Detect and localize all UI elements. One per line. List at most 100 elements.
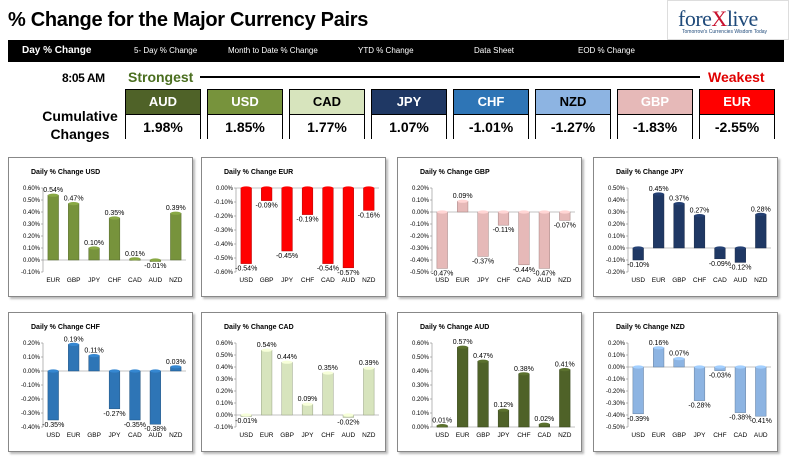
y-tick-label: -0.10% (606, 377, 626, 383)
bar-top (109, 216, 120, 220)
x-category-label: AUD (341, 277, 355, 284)
nav-day-change[interactable]: Day % Change (22, 45, 92, 56)
bar-nzd (559, 368, 571, 428)
data-label: 0.54% (257, 342, 277, 349)
currency-box-nzd: NZD -1.27% (535, 89, 611, 139)
nav-data-sheet[interactable]: Data Sheet (474, 46, 515, 55)
bar-chart: Daily % Change GBP 0.20% 0.10% 0.00% -0.10% -… (410, 169, 576, 284)
bar-aud (538, 210, 550, 269)
x-category-label: CHF (713, 432, 726, 439)
bar-chf (301, 186, 314, 215)
bar-top (302, 402, 313, 406)
bar-top (457, 345, 468, 349)
x-category-label: CAD (537, 432, 551, 439)
bar-aud (755, 365, 767, 417)
x-category-label: CHF (108, 277, 121, 284)
data-label: -0.38% (729, 415, 751, 422)
bar-top (240, 186, 252, 190)
nav-ytd-change[interactable]: YTD % Change (358, 46, 414, 55)
bar-top (673, 202, 685, 206)
x-category-label: NZD (362, 432, 376, 439)
y-tick-label: -0.20% (410, 234, 430, 240)
bar-chart: Daily % Change CHF 0.20% 0.10% 0.00% -0.10% -… (21, 324, 186, 439)
data-label: -0.09% (709, 261, 731, 268)
currency-name: AUD (126, 90, 200, 115)
data-label: -0.54% (317, 266, 339, 273)
bar-usd (632, 246, 644, 261)
currency-name: NZD (536, 90, 610, 115)
y-tick-label: -0.10% (214, 200, 234, 206)
data-label: -0.28% (688, 403, 710, 410)
data-label: -0.16% (358, 212, 380, 219)
x-category-label: USD (239, 277, 253, 284)
currency-name: CAD (290, 90, 364, 115)
bar-top (755, 365, 767, 369)
y-tick-label: 0.00% (608, 246, 626, 252)
bar-eur (261, 348, 273, 416)
y-tick-label: 0.20% (412, 186, 430, 192)
y-tick-label: 0.30% (23, 222, 41, 228)
bar-top (477, 359, 489, 363)
y-tick-label: 0.60% (216, 341, 234, 347)
bar (477, 360, 489, 428)
bar-chf (322, 371, 334, 416)
data-label: 0.02% (534, 416, 554, 423)
currency-cumulative-value: 1.77% (290, 115, 364, 139)
data-label: -0.12% (729, 264, 751, 271)
nav-bar: Day % Change 5- Day % Change Month to Da… (8, 40, 784, 62)
data-label: -0.35% (42, 422, 64, 429)
data-label: 0.16% (649, 340, 669, 347)
data-label: -0.35% (124, 422, 146, 429)
bar (129, 370, 141, 421)
y-tick-label: 0.60% (412, 341, 430, 347)
bar-nzd (363, 186, 375, 211)
y-tick-label: -0.40% (606, 413, 626, 419)
chart-title: Daily % Change GBP (420, 169, 490, 176)
currency-name: JPY (372, 90, 446, 115)
nav-5day-change[interactable]: 5- Day % Change (134, 46, 198, 55)
y-tick-label: 0.50% (216, 353, 234, 359)
x-category-label: AUD (537, 277, 551, 284)
bar-usd (240, 413, 252, 417)
bar-top (498, 210, 509, 214)
weakest-label: Weakest (708, 69, 765, 85)
y-tick-label: 0.40% (23, 210, 41, 216)
x-category-label: CAD (733, 432, 747, 439)
y-tick-label: 0.50% (412, 355, 430, 361)
bar (693, 215, 706, 249)
bar (734, 366, 746, 413)
data-label: -0.02% (337, 419, 359, 426)
x-category-label: EUR (652, 277, 666, 284)
y-tick-label: 0.10% (216, 401, 234, 407)
currency-cumulative-value: -1.01% (454, 115, 528, 139)
x-category-label: NZD (558, 277, 572, 284)
data-label: 0.41% (555, 362, 575, 369)
bar-usd (436, 424, 448, 428)
nav-eod-change[interactable]: EOD % Change (578, 46, 635, 55)
bar-top (88, 354, 100, 358)
y-tick-label: 0.10% (23, 355, 41, 361)
bar-top (714, 365, 726, 369)
bar-eur (653, 346, 665, 368)
header: % Change for the Major Currency Pairs fo… (0, 0, 789, 40)
data-label: -0.44% (513, 267, 535, 274)
nav-month-to-date[interactable]: Month to Date % Change (228, 46, 318, 55)
data-label: -0.47% (533, 270, 555, 277)
bar-top (735, 365, 746, 369)
y-tick-label: -0.10% (21, 270, 41, 276)
currency-box-usd: USD 1.85% (207, 89, 283, 139)
bar (497, 211, 510, 226)
bar-top (694, 365, 705, 369)
y-tick-label: -0.50% (606, 425, 626, 431)
data-label: -0.47% (431, 270, 453, 277)
bar-jpy (497, 408, 510, 428)
chart-panel-eur: Daily % Change EUR 0.00% -0.10% -0.20% -0.30… (201, 157, 386, 297)
forexlive-logo[interactable]: foreXlive Tomorrow's Currencies Wisdom T… (667, 0, 789, 40)
data-label: 0.01% (125, 251, 145, 258)
y-tick-label: 0.30% (608, 210, 626, 216)
data-label: 0.09% (453, 193, 473, 200)
bar-gbp (673, 202, 685, 249)
y-tick-label: 0.00% (23, 369, 41, 375)
bar-top (363, 366, 375, 370)
bar-chf (518, 372, 530, 428)
